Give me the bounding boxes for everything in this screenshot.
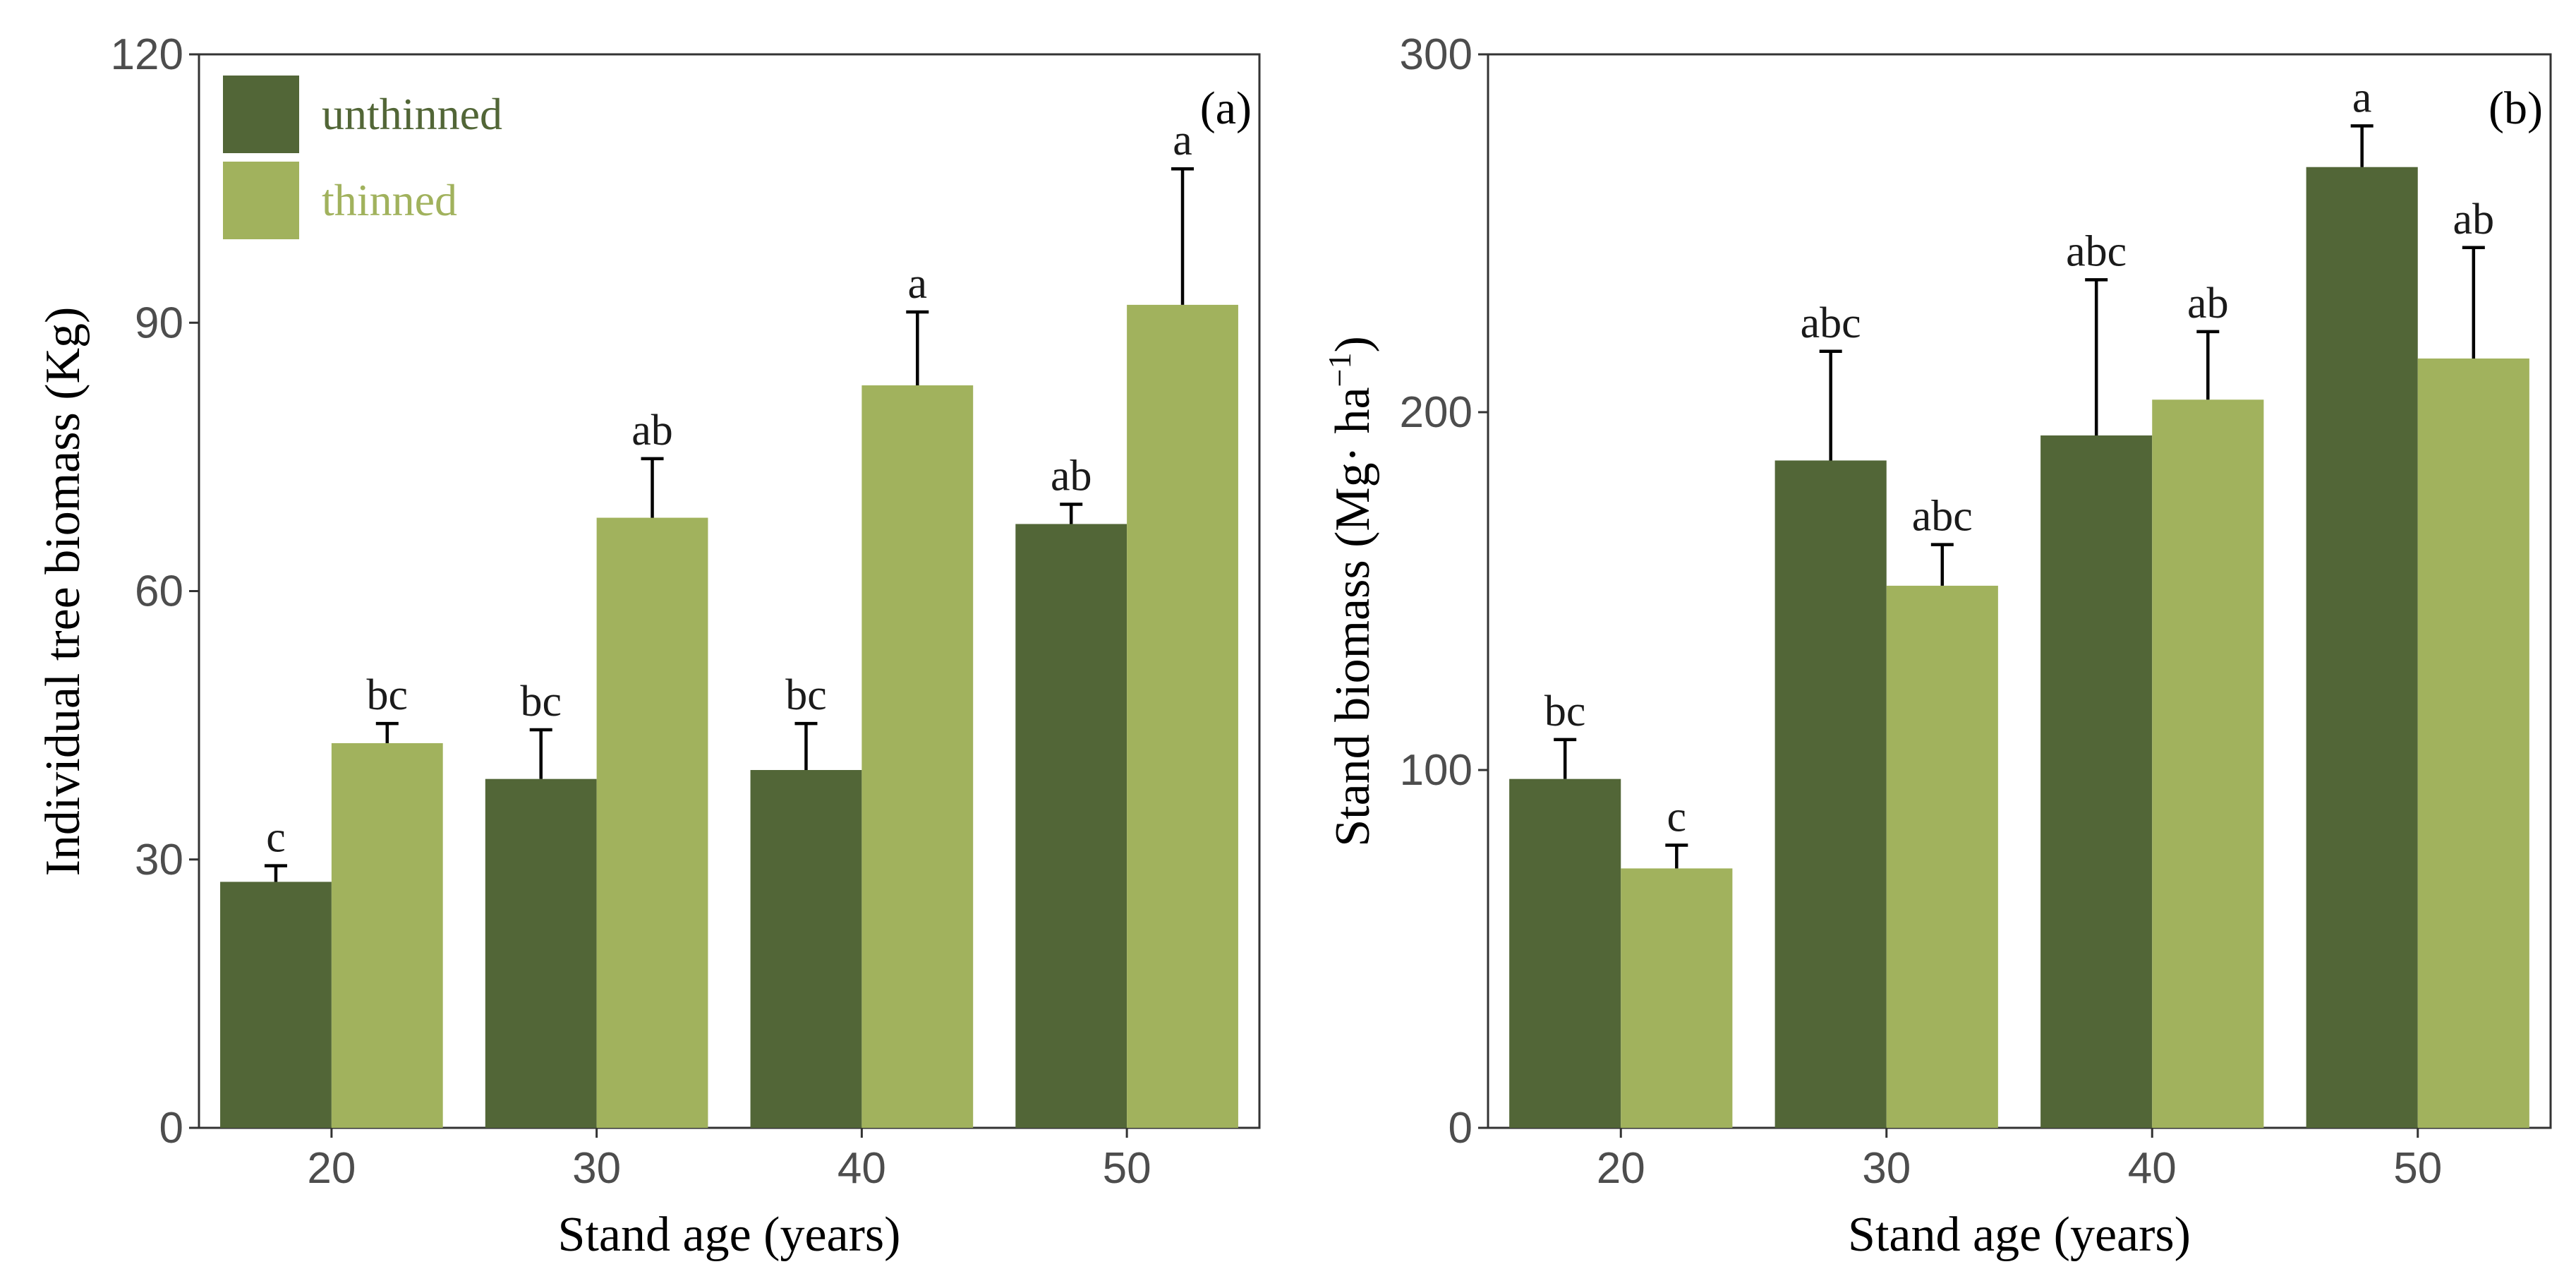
legend-label-unthinned: unthinned (322, 89, 502, 139)
y-tick-label: 0 (1449, 1104, 1473, 1153)
x-tick-label: 50 (1103, 1144, 1151, 1193)
x-tick-label: 20 (307, 1144, 356, 1193)
panel-a: 0 30 60 90 120 c bc 20 bc ab 30 bc a 40 ab a 50 Stand age… (36, 30, 1261, 1262)
x-tick-label: 20 (1597, 1144, 1645, 1193)
bar-thinned-30 (596, 517, 708, 1128)
y-tick-label: 200 (1400, 388, 1473, 437)
x-tick-label: 40 (837, 1144, 886, 1193)
significance-letter: abc (1801, 299, 1861, 347)
x-tick-label: 30 (1862, 1144, 1911, 1193)
bar-unthinned-30 (485, 778, 597, 1128)
y-tick-label: 120 (111, 30, 183, 79)
panel-label: (a) (1200, 83, 1252, 134)
bar-thinned-30 (1886, 585, 1998, 1128)
significance-letter: a (2352, 73, 2372, 121)
panel-label: (b) (2489, 83, 2543, 134)
legend: unthinned thinned (223, 76, 502, 239)
y-tick-label: 300 (1400, 30, 1473, 79)
x-tick-label: 50 (2393, 1144, 2442, 1193)
bar-unthinned-50 (2306, 167, 2418, 1129)
bar-unthinned-30 (1774, 460, 1887, 1128)
significance-letter: bc (367, 671, 409, 719)
bar-unthinned-40 (750, 770, 862, 1128)
significance-letter: c (266, 814, 286, 862)
significance-letter: bc (785, 671, 827, 719)
bar-thinned-50 (2417, 358, 2529, 1129)
panel-b: 0 100 200 300 bc c 20 abc abc 30 abc ab 40 a ab 50 Stand… (1322, 30, 2552, 1262)
significance-letter: ab (631, 407, 673, 455)
bar-unthinned-50 (1015, 524, 1127, 1128)
bar-unthinned-40 (2040, 435, 2153, 1128)
significance-letter: ab (2187, 279, 2229, 327)
legend-label-thinned: thinned (322, 175, 457, 225)
bar-thinned-20 (1621, 868, 1733, 1128)
bar-thinned-20 (331, 742, 443, 1128)
legend-swatch-unthinned (223, 76, 299, 153)
significance-letter: ab (2453, 196, 2495, 243)
y-tick-label: 100 (1400, 746, 1473, 795)
bar-thinned-40 (2152, 399, 2264, 1128)
significance-letter: a (1173, 116, 1192, 164)
y-axis-title: Individual tree biomass (Kg) (36, 307, 90, 877)
y-tick-label: 90 (135, 299, 183, 347)
significance-letter: abc (2066, 227, 2127, 275)
y-tick-label: 60 (135, 567, 183, 616)
significance-letter: ab (1051, 452, 1092, 500)
legend-swatch-thinned (223, 162, 299, 239)
x-tick-label: 40 (2128, 1144, 2177, 1193)
y-axis-title: Stand biomass (Mg· ha−1) (1322, 336, 1380, 847)
significance-letter: a (908, 260, 928, 308)
x-axis-title: Stand age (years) (1848, 1208, 2191, 1262)
x-axis-title: Stand age (years) (558, 1208, 901, 1262)
significance-letter: abc (1912, 493, 1973, 541)
plot-frame (1487, 53, 2552, 1129)
bar-thinned-40 (861, 385, 974, 1128)
significance-letter: bc (1544, 687, 1586, 735)
y-tick-label: 30 (135, 836, 183, 884)
y-tick-label: 0 (159, 1104, 183, 1153)
significance-letter: bc (520, 678, 562, 726)
bar-unthinned-20 (220, 882, 332, 1128)
x-tick-label: 30 (572, 1144, 621, 1193)
bar-unthinned-20 (1509, 778, 1621, 1128)
bar-thinned-50 (1127, 304, 1238, 1128)
significance-letter: c (1667, 793, 1687, 841)
